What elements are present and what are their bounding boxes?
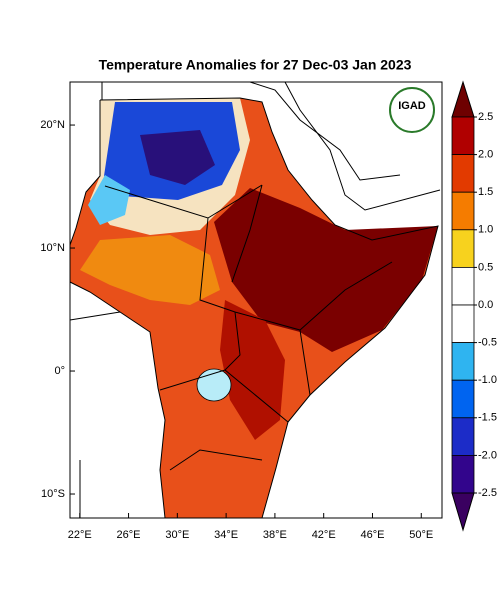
colorbar-label: 1.0	[478, 224, 493, 236]
colorbar-label: 0.5	[478, 261, 493, 273]
lake-victoria	[196, 368, 232, 402]
colorbar-segment	[451, 229, 475, 268]
colorbar-segment	[451, 342, 475, 381]
lon-tick-label: 22°E	[68, 529, 92, 541]
colorbar-label: -1.5	[478, 412, 497, 424]
colorbar-segment	[451, 191, 475, 231]
hot-horn	[214, 188, 438, 352]
lon-tick-label: 50°E	[409, 529, 433, 541]
lat-tick-label: 10°S	[41, 488, 65, 500]
logo	[389, 87, 435, 133]
lon-tick-label: 42°E	[312, 529, 336, 541]
colorbar-label: -2.5	[478, 487, 497, 499]
colorbar-segment	[451, 417, 475, 456]
colorbar-label: -1.0	[478, 374, 497, 386]
map-area: IGAD	[69, 81, 443, 519]
country-borders	[69, 81, 401, 519]
lon-tick-label: 46°E	[360, 529, 384, 541]
lon-tick-label: 38°E	[263, 529, 287, 541]
colorbar-arrow-bottom	[451, 492, 475, 532]
colorbar-segment	[451, 116, 475, 155]
coastline	[99, 97, 439, 519]
lon-tick-label: 26°E	[117, 529, 141, 541]
warm-orange-west	[80, 235, 220, 305]
map-title: Temperature Anomalies for 27 Dec-03 Jan …	[99, 57, 412, 73]
colorbar-segment	[451, 454, 475, 494]
light-blue-patch	[88, 175, 130, 225]
colorbar-segment	[451, 304, 475, 343]
lat-tick-label: 20°N	[40, 119, 65, 131]
logo-text: IGAD	[398, 100, 426, 112]
colorbar-segment	[451, 266, 475, 306]
colorbar-label: -0.5	[478, 337, 497, 349]
lat-tick-label: 10°N	[40, 242, 65, 254]
colorbar-label: 1.5	[478, 186, 493, 198]
cold-anomaly-core	[140, 130, 215, 185]
arabia-coast	[284, 81, 441, 211]
colorbar-label: 0.0	[478, 299, 493, 311]
colorbar-label: -2.0	[478, 449, 497, 461]
hot-rift	[220, 300, 285, 440]
colorbar: 2.5 2.0 1.5 1.0 0.5 0.0 -0.5 -1.0 -1.5 -2.0 -2.5	[451, 80, 497, 532]
axes: 22°E 26°E 30°E 34°E 38°E 42°E 46°E 50°E 20°N 10°N…	[40, 119, 433, 541]
map-frame	[69, 81, 443, 519]
colorbar-arrow-top	[451, 80, 475, 118]
colorbar-segment	[451, 154, 475, 193]
lat-tick-label: 0°	[54, 365, 65, 377]
colorbar-label: 2.0	[478, 149, 493, 161]
lon-tick-label: 30°E	[165, 529, 189, 541]
colorbar-label: 2.5	[478, 111, 493, 123]
colorbar-segment	[451, 379, 475, 419]
lon-tick-label: 34°E	[214, 529, 238, 541]
